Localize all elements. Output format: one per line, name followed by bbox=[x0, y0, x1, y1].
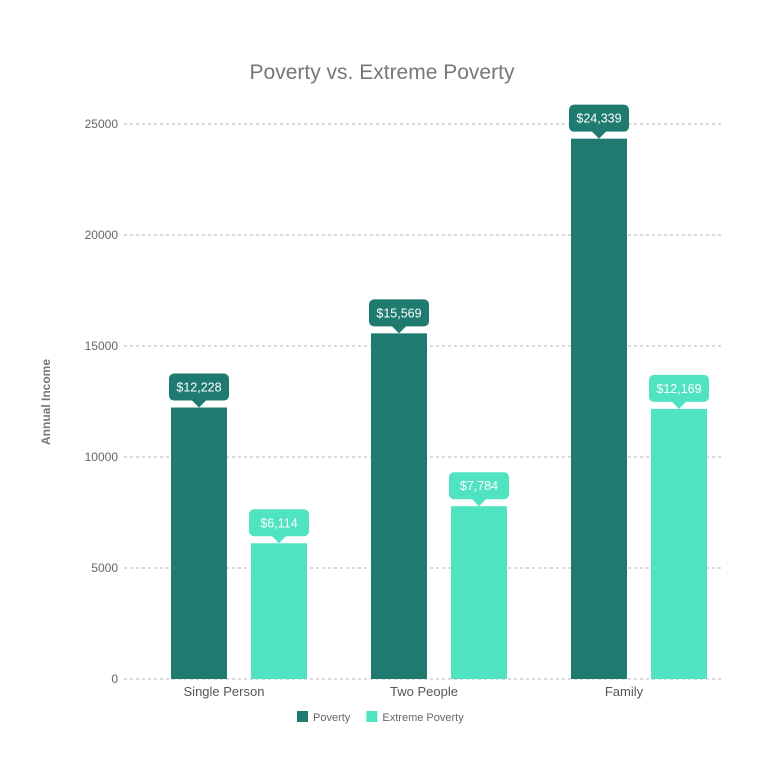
bar-extreme-poverty bbox=[451, 506, 507, 679]
data-label-callout bbox=[249, 509, 309, 544]
x-category-label: Single Person bbox=[184, 684, 265, 699]
data-label-callout bbox=[449, 472, 509, 507]
bars bbox=[171, 138, 707, 679]
data-label-callout bbox=[569, 104, 629, 139]
chart-title: Poverty vs. Extreme Poverty bbox=[250, 61, 515, 84]
data-label: $24,339 bbox=[576, 112, 621, 126]
data-label-callout bbox=[649, 374, 709, 409]
data-label: $12,169 bbox=[656, 382, 701, 396]
y-tick-label: 10000 bbox=[85, 450, 119, 464]
legend: Poverty Extreme Poverty bbox=[297, 711, 464, 724]
bar-extreme-poverty bbox=[251, 543, 307, 679]
data-label: $12,228 bbox=[176, 381, 221, 395]
y-axis-ticks: 0 5000 10000 15000 20000 25000 bbox=[85, 117, 119, 686]
bar-extreme-poverty bbox=[651, 408, 707, 679]
data-label: $6,114 bbox=[260, 516, 297, 530]
legend-swatch bbox=[297, 711, 308, 722]
data-label: $15,569 bbox=[376, 306, 421, 320]
x-category-label: Family bbox=[605, 684, 644, 699]
x-category-label: Two People bbox=[390, 684, 458, 699]
y-tick-label: 25000 bbox=[85, 117, 119, 131]
y-tick-label: 5000 bbox=[91, 561, 118, 575]
data-label-callout bbox=[369, 299, 429, 334]
legend-label: Extreme Poverty bbox=[382, 712, 464, 724]
bar-poverty bbox=[371, 333, 427, 679]
data-label: $7,784 bbox=[460, 479, 498, 493]
bar-poverty bbox=[171, 407, 227, 679]
y-tick-label: 0 bbox=[111, 672, 118, 686]
y-tick-label: 20000 bbox=[85, 228, 119, 242]
y-axis-label: Annual Income bbox=[39, 359, 53, 445]
x-axis-categories: Single Person Two People Family bbox=[184, 684, 644, 699]
data-labels: $12,228 $6,114 $15,569 $7,784 $24,339 $12,169 bbox=[169, 104, 709, 544]
legend-swatch bbox=[366, 711, 378, 722]
y-tick-label: 15000 bbox=[85, 339, 119, 353]
bar-poverty bbox=[571, 138, 627, 679]
legend-label: Poverty bbox=[313, 712, 351, 724]
data-label-callout bbox=[169, 373, 229, 408]
